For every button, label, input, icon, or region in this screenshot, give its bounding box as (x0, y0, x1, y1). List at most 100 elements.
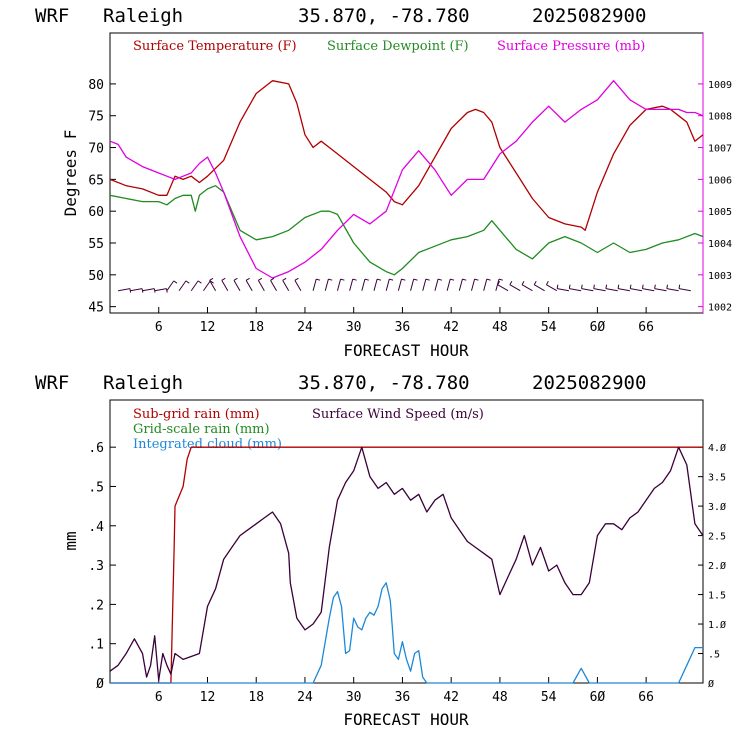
bottom-plot-frame (109, 399, 704, 684)
y-tick-label: 55 (88, 237, 104, 252)
integrated-cloud-mm-line (110, 582, 703, 684)
wind-barb-flag (629, 284, 632, 289)
wind-barb-flag (233, 277, 238, 281)
y-tick-label: 70 (88, 142, 104, 157)
wind-barb-flag (556, 284, 559, 289)
surface-wind-speed-m-s-line (109, 446, 704, 681)
header-station: Raleigh (103, 372, 183, 394)
wind-barb-staff (446, 279, 451, 291)
wind-barb-staff (349, 279, 354, 291)
y2-tick-label: 2.Ø (708, 560, 726, 572)
legend-surface-dewpoint: Surface Dewpoint (F) (327, 39, 469, 54)
wind-barb-flag (533, 281, 537, 285)
wind-barb-staff (509, 284, 521, 292)
wind-barb-flag (270, 277, 275, 281)
x-tick-label: 24 (297, 690, 313, 705)
y-tick-label: .1 (88, 638, 104, 653)
wind-barb-flag (593, 284, 595, 289)
wind-barb-staff (282, 280, 290, 291)
wind-barb-staff (361, 279, 366, 291)
y-tick-label: .6 (88, 441, 104, 456)
wind-barb-flag (509, 281, 513, 285)
wind-barb-flag (641, 284, 644, 289)
y2-tick-label: 1.Ø (708, 619, 726, 631)
y2-tick-label: 1005 (708, 207, 732, 218)
x-tick-label: 12 (200, 320, 216, 335)
wind-barb-flag (498, 278, 503, 281)
top-y-axis-title: Degrees F (61, 130, 80, 217)
wind-barb-flag (210, 280, 214, 284)
y2-tick-label: .5 (708, 650, 720, 661)
bottom-y2-ticks: Ø .5 1.Ø 1.5 2.Ø 2.5 3.Ø 3.5 4.Ø (698, 442, 726, 690)
wind-barb-flag (497, 281, 501, 285)
x-tick-label: 6 (155, 690, 163, 705)
y2-tick-label: 1007 (708, 144, 732, 155)
wind-barb-staff (373, 279, 378, 291)
wind-barb-staff (557, 288, 570, 292)
legend-surface-wind-speed: Surface Wind Speed (m/s) (312, 407, 484, 422)
header-coords: 35.870, -78.780 (298, 372, 470, 394)
y2-tick-label: 3.Ø (708, 501, 726, 513)
wind-barb-staff (154, 288, 167, 292)
wind-barb-flag (364, 278, 369, 281)
wind-barb-flag (521, 281, 525, 285)
wind-barb-staff (521, 284, 533, 292)
wind-barb-staff (458, 279, 463, 291)
top-plot-frame (109, 32, 704, 314)
wind-barb-flag (185, 280, 190, 284)
y-tick-label: .3 (88, 559, 104, 574)
wind-barb-staff (630, 288, 643, 292)
x-tick-label: 30 (346, 690, 362, 705)
wind-barb-flag (425, 278, 430, 281)
wind-barb-flag (666, 284, 668, 289)
wind-barb-staff (221, 280, 229, 291)
bottom-series-lines (109, 446, 704, 684)
wind-barb-staff (569, 288, 582, 292)
y-tick-label: 75 (88, 110, 104, 125)
y-tick-label: 65 (88, 173, 104, 188)
wind-barb-staff (617, 288, 630, 292)
legend-gridscale-rain: Grid-scale rain (mm) (133, 422, 270, 437)
header-model: WRF (35, 5, 69, 27)
legend-surface-temperature: Surface Temperature (F) (133, 39, 297, 54)
wind-barb-staff (581, 288, 594, 292)
wind-barb-flag (413, 278, 418, 281)
x-tick-label: 6Ø (590, 690, 606, 705)
top-chart-panel: WRF Raleigh 35.870, -78.780 2025082900 S… (35, 5, 732, 360)
wind-barb-staff (130, 288, 143, 292)
wind-barb-flag (545, 281, 549, 285)
y2-tick-label: 1008 (708, 112, 732, 123)
legend-surface-pressure: Surface Pressure (mb) (497, 39, 645, 54)
bottom-y-axis-title: mm (61, 531, 80, 550)
y-tick-label: 45 (88, 301, 104, 316)
wind-barb-staff (233, 280, 241, 291)
wind-barb-flag (568, 284, 571, 289)
wind-barb-flag (617, 284, 620, 289)
wind-barb-flag (462, 278, 467, 281)
bottom-y-ticks: Ø .1 .2 .3 .4 .5 .6 (88, 441, 116, 692)
y2-tick-label: 2.5 (708, 532, 726, 543)
wind-barb-staff (422, 279, 427, 291)
y-tick-label: 60 (88, 205, 104, 220)
y-tick-label: Ø (96, 677, 104, 692)
wind-barb-staff (495, 279, 500, 291)
wind-barb-staff (546, 284, 558, 292)
x-tick-label: 66 (638, 320, 654, 335)
y2-tick-label: 1006 (708, 175, 732, 186)
y2-tick-label: 3.5 (708, 473, 726, 484)
wind-barb-flag (678, 284, 681, 289)
wind-barb-flag (173, 280, 178, 284)
y2-tick-label: 4.Ø (708, 442, 726, 454)
y2-tick-label: 1003 (708, 271, 732, 282)
x-tick-label: 18 (248, 690, 264, 705)
x-tick-label: 54 (541, 320, 557, 335)
wind-barb-staff (593, 288, 606, 292)
wind-barb-staff (678, 288, 691, 292)
y2-tick-label: Ø (708, 678, 714, 690)
top-y2-ticks: 1002 1003 1004 1005 1006 1007 1008 1009 (698, 80, 732, 314)
x-tick-label: 54 (541, 690, 557, 705)
x-tick-label: 12 (200, 690, 216, 705)
x-tick-label: 6 (155, 320, 163, 335)
